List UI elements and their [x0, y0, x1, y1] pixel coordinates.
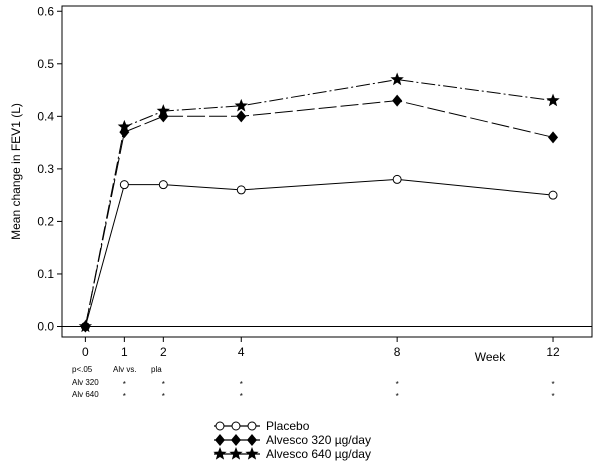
x-tick-label: 1 — [121, 345, 128, 359]
legend-label: Alvesco 320 µg/day — [266, 433, 371, 447]
legend-marker — [247, 434, 257, 446]
data-point — [78, 319, 93, 333]
data-point — [548, 190, 558, 200]
plot-frame — [61, 5, 593, 338]
sig-row-label: Alv 320 — [72, 378, 99, 387]
legend-label: Placebo — [266, 419, 310, 433]
sig-mark: * — [162, 392, 165, 401]
data-point — [158, 180, 168, 190]
data-point — [546, 93, 560, 107]
y-tick-label: 0.1 — [37, 267, 54, 281]
x-tick-label: 12 — [546, 345, 560, 359]
y-tick-label: 0.3 — [37, 162, 54, 176]
x-tick-label: 4 — [238, 345, 245, 359]
legend-marker — [245, 447, 259, 460]
legend-marker — [229, 447, 243, 460]
series-line — [84, 100, 554, 327]
data-point — [236, 185, 246, 195]
data-point — [390, 72, 404, 86]
legend-marker — [231, 421, 241, 431]
legend-item: Alvesco 320 µg/day — [214, 433, 371, 447]
data-point — [548, 131, 559, 144]
data-point — [236, 110, 247, 123]
data-point — [392, 174, 402, 184]
x-axis-title: Week — [475, 350, 506, 364]
sig-header-text: pla — [151, 365, 162, 374]
sig-header-text: Alv vs. — [113, 365, 137, 374]
sig-mark: * — [123, 392, 126, 401]
sig-mark: * — [240, 392, 243, 401]
sig-mark: * — [240, 380, 243, 389]
data-point — [234, 98, 248, 112]
y-tick-label: 0.0 — [37, 319, 54, 333]
legend-label: Alvesco 640 µg/day — [266, 447, 371, 461]
legend-marker — [231, 434, 241, 446]
x-tick-label: 0 — [82, 345, 89, 359]
sig-header-text: p<.05 — [72, 365, 93, 374]
series-3 — [78, 72, 560, 333]
series-line — [84, 178, 554, 327]
data-point — [392, 94, 403, 107]
series-line — [84, 79, 554, 327]
significance-table: p<.05 Alv vs. pla Alv 320 * * * * * Alv 640 * * * * * — [72, 365, 555, 401]
data-point — [117, 119, 132, 133]
sig-mark: * — [396, 380, 399, 389]
series-layer — [78, 72, 560, 333]
y-tick-label: 0.2 — [37, 214, 54, 228]
legend-marker — [213, 447, 227, 460]
y-tick-label: 0.4 — [37, 109, 54, 123]
sig-mark: * — [123, 380, 126, 389]
sig-mark: * — [396, 392, 399, 401]
data-point — [119, 180, 129, 190]
legend-marker — [215, 421, 225, 431]
data-point — [156, 104, 170, 117]
sig-mark: * — [551, 392, 554, 401]
y-tick-label: 0.5 — [37, 57, 54, 71]
series-1 — [80, 174, 558, 331]
sig-row-label: Alv 640 — [72, 390, 99, 399]
sig-mark: * — [551, 380, 554, 389]
x-tick-label: 2 — [160, 345, 167, 359]
legend-marker — [247, 421, 257, 431]
legend-marker — [215, 434, 225, 446]
sig-mark: * — [162, 380, 165, 389]
legend-item: Alvesco 640 µg/day — [213, 447, 371, 461]
y-axis-title: Mean change in FEV1 (L) — [9, 103, 23, 240]
series-2 — [80, 94, 559, 333]
x-tick-label: 8 — [394, 345, 401, 359]
y-tick-label: 0.6 — [37, 4, 54, 18]
legend-item: Placebo — [214, 419, 310, 433]
